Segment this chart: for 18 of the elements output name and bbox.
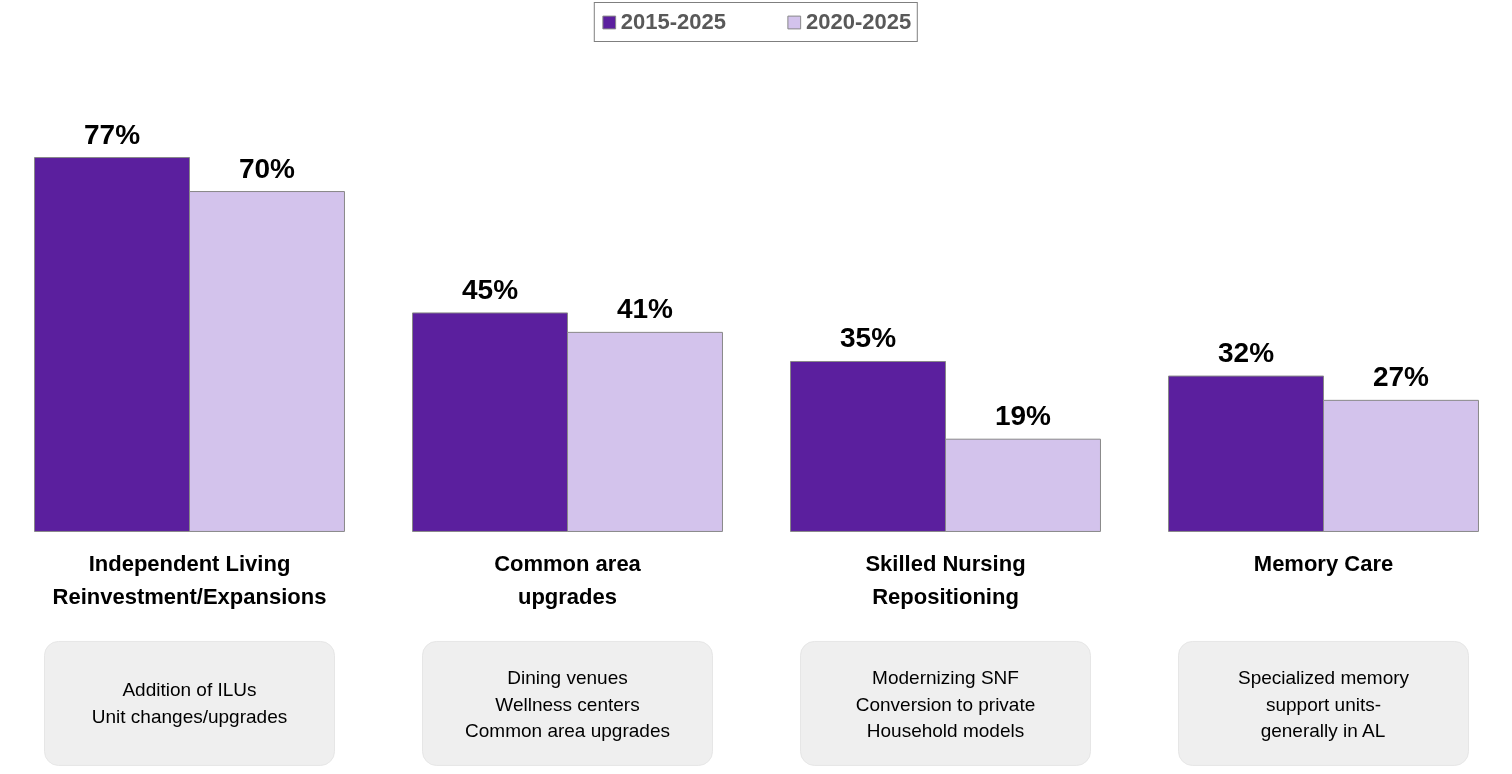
legend-label: 2015-2025: [620, 9, 726, 35]
data-label: 35%: [839, 322, 897, 354]
x-tick-label: Skilled Nursing Repositioning: [865, 551, 1026, 609]
data-label: 19%: [994, 400, 1052, 432]
data-label: 70%: [238, 152, 296, 184]
x-tick-label: Independent Living Reinvestment/Expansions: [52, 551, 327, 609]
x-tick-label: Memory Care: [1253, 551, 1394, 577]
x-tick-label: Common area upgrades: [494, 551, 642, 609]
legend-label: 2020-2025: [806, 9, 912, 35]
data-label: 77%: [83, 118, 141, 150]
data-label: 27%: [1372, 361, 1430, 393]
text: Specialized memory support units- generally in AL: [1237, 667, 1410, 741]
data-label: 41%: [616, 293, 674, 325]
data-label: 32%: [1217, 337, 1275, 369]
data-label: 45%: [461, 273, 519, 305]
text: Dining venues Wellness centers Common area upgrades: [465, 667, 670, 741]
text: Addition of ILUs Unit changes/upgrades: [91, 679, 288, 727]
text: Modernizing SNF Conversion to private Household models: [855, 667, 1036, 741]
